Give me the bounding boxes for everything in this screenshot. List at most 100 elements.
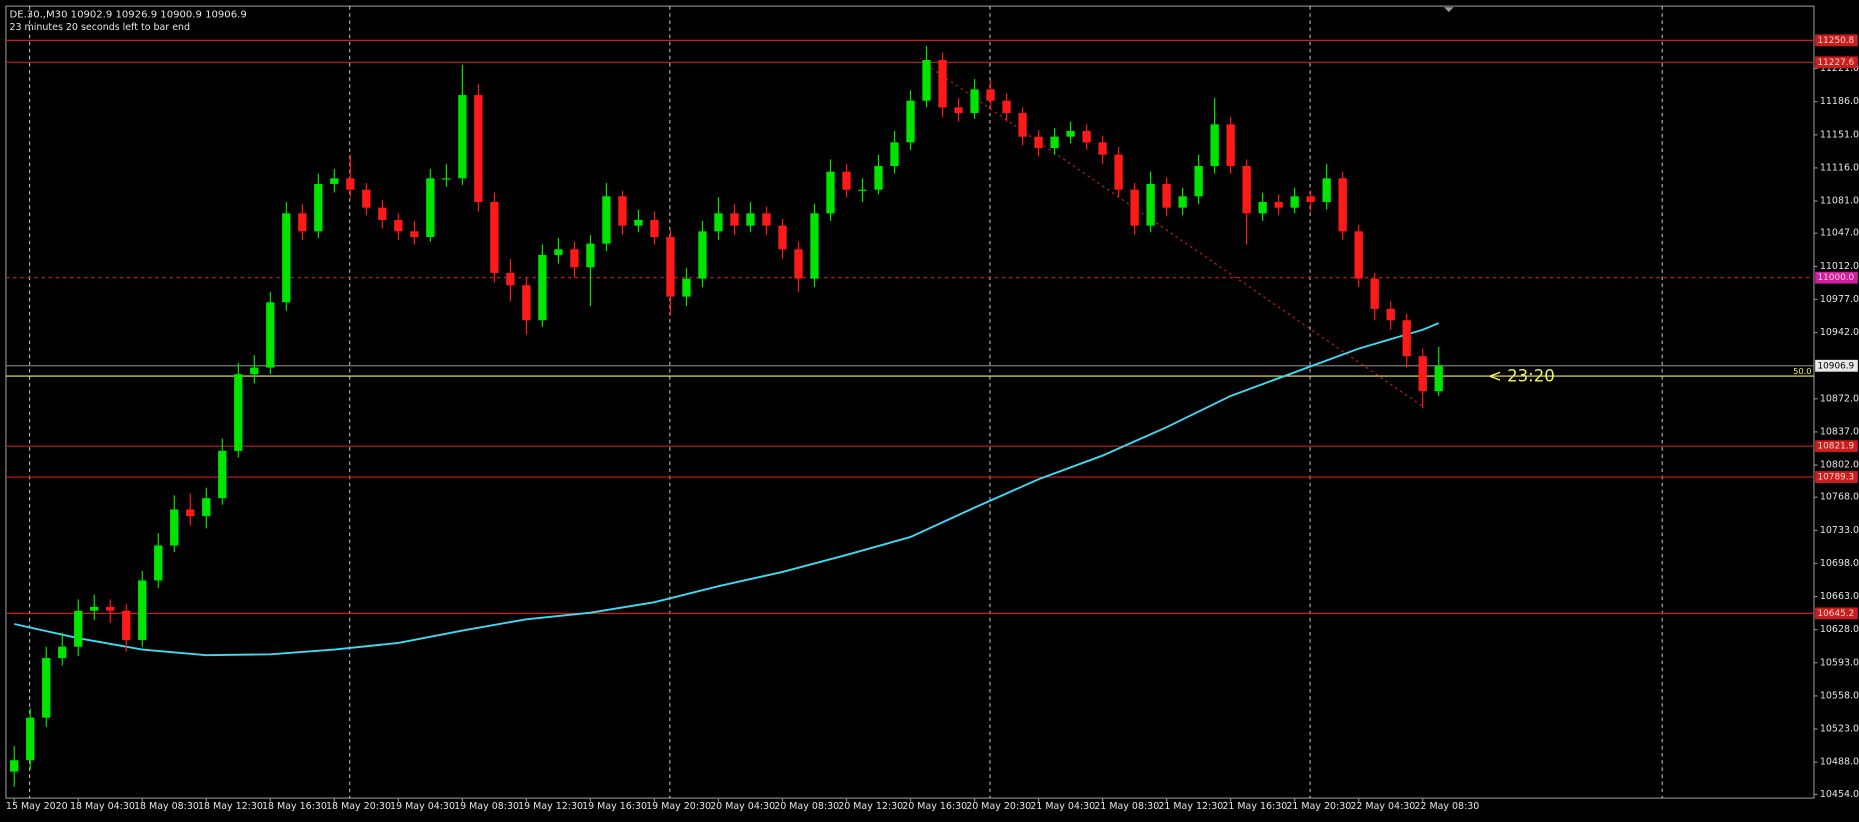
y-tick-label: 11047.0 [1820, 228, 1859, 239]
y-tick-label: 10454.0 [1820, 789, 1859, 800]
x-tick-label: 18 May 20:30 [326, 801, 391, 812]
candle-body [202, 498, 211, 517]
candle-body [1242, 166, 1251, 214]
x-tick-label: 19 May 20:30 [646, 801, 711, 812]
x-tick-label: 19 May 08:30 [454, 801, 519, 812]
x-tick-label: 20 May 08:30 [774, 801, 839, 812]
candle-body [378, 207, 387, 220]
y-tick-label: 10558.0 [1820, 690, 1859, 701]
x-tick-label: 21 May 16:30 [1222, 801, 1287, 812]
candle-body [26, 717, 35, 761]
candle-body [122, 610, 131, 641]
candle-body [346, 178, 355, 190]
candle-body [794, 249, 803, 279]
y-tick-label: 10802.0 [1820, 460, 1859, 471]
candle-body [426, 178, 435, 237]
candle-body [858, 189, 867, 191]
candle-body [634, 219, 643, 226]
x-tick-label: 20 May 16:30 [902, 801, 967, 812]
candle-body [938, 60, 947, 108]
price-box [1815, 271, 1858, 284]
candle-body [234, 374, 243, 451]
candle-body [458, 95, 467, 179]
level-label: 50.0 [1793, 366, 1811, 376]
candle-body [266, 302, 275, 368]
y-tick-label: 10523.0 [1820, 724, 1859, 735]
x-tick-label: 19 May 04:30 [390, 801, 455, 812]
candle-body [442, 178, 451, 180]
candle-body [1146, 184, 1155, 226]
chart-title: DE.30.,M30 10902.9 10926.9 10900.9 10906… [9, 9, 246, 20]
candle-body [1114, 154, 1123, 190]
y-tick-label: 10977.0 [1820, 294, 1859, 305]
y-tick-label: 10593.0 [1820, 657, 1859, 668]
candle-body [778, 225, 787, 250]
candle-body [1210, 124, 1219, 167]
candle-body [1290, 196, 1299, 208]
candle-body [538, 254, 547, 321]
price-box-label: 11227.6 [1818, 58, 1855, 68]
y-tick-label: 11081.0 [1820, 196, 1859, 207]
candle-body [218, 450, 227, 499]
annotation: < 23:20 [1488, 367, 1555, 386]
candle-body [1434, 365, 1443, 392]
candle-body [618, 196, 627, 226]
candle-body [1194, 166, 1203, 197]
candle-body [362, 189, 371, 208]
y-tick-label: 11151.0 [1820, 129, 1859, 140]
y-tick-label: 10663.0 [1820, 591, 1859, 602]
y-tick-label: 10488.0 [1820, 757, 1859, 768]
candle-body [874, 166, 883, 190]
candle-body [1018, 113, 1027, 137]
y-tick-label: 10698.0 [1820, 558, 1859, 569]
candle-body [762, 213, 771, 226]
candle-body [138, 580, 147, 641]
candle-body [586, 243, 595, 268]
plot-layer: 11221.0 11186.0 11151.0 11116.0 11081.0 11047… [5, 34, 1859, 812]
price-box-label: 10906.9 [1818, 361, 1855, 371]
candle-body [698, 231, 707, 279]
candle-body [1402, 320, 1411, 357]
candle-body [330, 178, 339, 185]
y-tick-label: 10837.0 [1820, 426, 1859, 437]
candle-body [1418, 356, 1427, 392]
y-tick-label: 10733.0 [1820, 525, 1859, 536]
candle-body [602, 196, 611, 244]
candle-body [970, 89, 979, 114]
candle-body [650, 219, 659, 237]
candle-body [1322, 178, 1331, 202]
candle-body [186, 509, 195, 517]
candle-body [298, 213, 307, 232]
price-box-label: 10645.2 [1818, 609, 1855, 619]
candle-body [1130, 189, 1139, 226]
x-tick-label: 20 May 04:30 [710, 801, 775, 812]
y-tick-label: 11116.0 [1820, 162, 1859, 173]
price-box [1815, 56, 1858, 69]
x-tick-label: 21 May 12:30 [1158, 801, 1223, 812]
moving-average [14, 322, 1440, 657]
candle-body [554, 249, 563, 255]
candle-body [746, 213, 755, 226]
candle-body [922, 60, 931, 101]
candle-body [506, 272, 515, 286]
candle-body [1226, 124, 1235, 167]
candle-body [90, 606, 99, 611]
candle-body [986, 89, 995, 101]
candle-body [1306, 196, 1315, 202]
candle-body [730, 213, 739, 226]
candle-body [474, 95, 483, 202]
candle-body [1274, 201, 1283, 208]
x-tick-label: 19 May 12:30 [518, 801, 583, 812]
price-box-label: 10789.3 [1818, 473, 1855, 483]
candle-body [890, 142, 899, 167]
candle-body [842, 171, 851, 190]
candle-body [74, 610, 83, 647]
x-tick-label: 21 May 20:30 [1286, 801, 1351, 812]
y-tick-label: 10942.0 [1820, 327, 1859, 338]
candle-body [1386, 308, 1395, 321]
candle-body [1258, 201, 1267, 214]
candle-body [170, 509, 179, 546]
candle-body [394, 219, 403, 232]
candle-body [810, 213, 819, 279]
